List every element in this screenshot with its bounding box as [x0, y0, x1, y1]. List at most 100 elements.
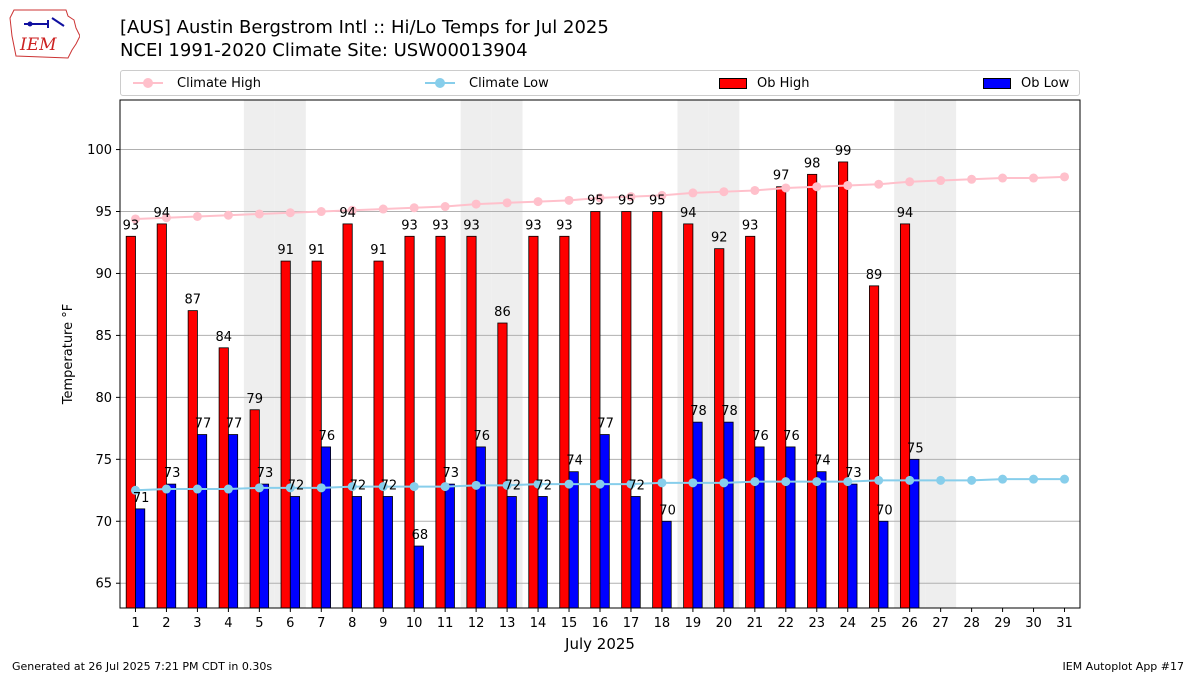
ob-high-bar	[528, 235, 539, 609]
climate-high-point	[998, 173, 1008, 183]
ob-low-bar	[785, 446, 796, 609]
climate-high-point	[1060, 172, 1070, 182]
climate-high-point	[161, 213, 171, 223]
y-tick-label: 80	[95, 391, 112, 406]
climate-low-point	[750, 477, 760, 487]
chart-subtitle: NCEI 1991-2020 Climate Site: USW00013904	[120, 40, 528, 61]
legend-climate-low-label: Climate Low	[469, 75, 549, 91]
x-tick-label: 21	[747, 616, 764, 631]
x-tick-label: 28	[963, 616, 980, 631]
ob-high-bar	[838, 161, 849, 609]
ob-low-label: 74	[814, 454, 831, 469]
climate-low-point	[936, 475, 946, 485]
legend-ob-high: Ob High	[719, 71, 810, 95]
ob-high-label: 99	[835, 144, 852, 159]
ob-low-label: 73	[443, 466, 460, 481]
ob-high-label: 95	[587, 194, 604, 209]
climate-low-point	[595, 479, 605, 489]
ob-low-label: 76	[752, 429, 769, 444]
climate-low-point	[285, 483, 295, 493]
ob-low-bar	[444, 483, 455, 609]
x-tick-label: 18	[654, 616, 671, 631]
ob-low-bar	[166, 483, 177, 609]
ob-low-bar	[320, 446, 331, 609]
ob-high-bar	[125, 235, 136, 609]
legend: Climate High Climate Low Ob High Ob Low	[120, 70, 1080, 96]
ob-low-bar	[197, 434, 208, 609]
climate-low-point	[967, 475, 977, 485]
ob-low-label: 74	[566, 454, 583, 469]
climate-high-point	[316, 207, 326, 217]
ob-low-label: 70	[659, 503, 676, 518]
ob-low-bar	[537, 496, 548, 609]
x-tick-label: 4	[224, 616, 232, 631]
ob-low-label: 73	[257, 466, 274, 481]
ob-high-bar	[745, 235, 756, 609]
ob-high-label: 93	[401, 218, 418, 233]
ob-high-bar	[869, 285, 880, 609]
legend-ob-low-label: Ob Low	[1021, 75, 1070, 91]
x-tick-label: 11	[437, 616, 454, 631]
climate-high-point	[254, 209, 264, 219]
ob-high-bar	[899, 223, 911, 609]
climate-low-point	[409, 482, 419, 492]
ob-high-bar	[497, 322, 508, 609]
ob-high-label: 94	[680, 206, 697, 221]
climate-low-point	[998, 474, 1008, 484]
ob-low-label: 72	[288, 478, 305, 493]
climate-high-point	[502, 198, 512, 208]
climate-low-point	[130, 485, 140, 495]
climate-low-point	[440, 482, 450, 492]
ob-high-label: 93	[525, 218, 542, 233]
ob-high-label: 89	[866, 268, 883, 283]
ob-low-label: 72	[504, 478, 521, 493]
x-tick-label: 8	[348, 616, 356, 631]
climate-low-point	[564, 479, 574, 489]
ob-high-bar	[590, 211, 601, 609]
climate-high-point	[471, 199, 481, 209]
climate-low-point	[192, 484, 202, 494]
x-tick-label: 15	[561, 616, 578, 631]
ob-low-swatch-icon	[983, 77, 1011, 89]
climate-low-point	[812, 477, 822, 487]
ob-low-bar	[723, 421, 734, 609]
ob-low-bar	[847, 483, 858, 609]
ob-high-bar	[435, 235, 446, 609]
ob-high-swatch-icon	[719, 77, 747, 89]
y-tick-label: 95	[95, 205, 112, 220]
ob-low-label: 73	[845, 466, 862, 481]
ob-low-bar	[289, 496, 301, 609]
climate-high-point	[347, 205, 357, 215]
climate-high-point	[1029, 173, 1039, 183]
climate-low-point	[657, 478, 667, 488]
x-tick-label: 17	[623, 616, 640, 631]
ob-low-bar	[413, 545, 424, 609]
climate-high-point	[378, 204, 388, 214]
ob-low-bar	[568, 471, 579, 609]
climate-high-point	[626, 192, 636, 202]
ob-low-label: 77	[226, 417, 243, 432]
climate-low-point	[688, 478, 698, 488]
climate-low-point	[533, 479, 543, 489]
climate-high-point	[409, 203, 419, 213]
ob-low-bar	[754, 446, 765, 609]
x-tick-label: 10	[406, 616, 423, 631]
climate-high-point	[936, 176, 946, 186]
ob-low-label: 76	[783, 429, 800, 444]
ob-low-label: 72	[535, 478, 552, 493]
ob-high-label: 79	[246, 392, 263, 407]
ob-low-label: 78	[690, 404, 707, 419]
climate-high-point	[192, 211, 202, 221]
ob-low-label: 78	[721, 404, 738, 419]
ob-low-bar	[135, 508, 146, 609]
x-tick-label: 3	[193, 616, 201, 631]
x-tick-label: 24	[839, 616, 856, 631]
ob-low-bar	[475, 446, 486, 609]
climate-low-point	[254, 483, 264, 493]
ob-high-label: 95	[649, 194, 666, 209]
ob-high-bar	[652, 211, 663, 609]
ob-high-label: 91	[277, 243, 294, 258]
x-tick-label: 5	[255, 616, 263, 631]
ob-low-bar	[692, 421, 703, 609]
